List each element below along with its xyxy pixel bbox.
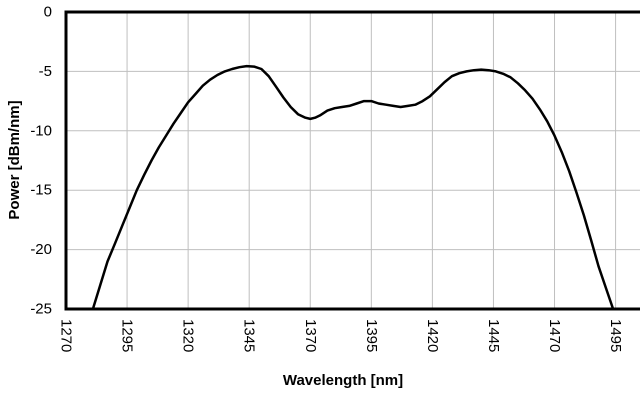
x-axis-title: Wavelength [nm] <box>283 372 403 389</box>
x-tick-labels: 1270 1295 1320 1345 1370 1395 1420 1445 1470 1495 <box>58 319 625 352</box>
y-tick-label: -15 <box>30 182 52 199</box>
grid-lines <box>66 12 640 309</box>
x-tick-label: 1445 <box>485 319 502 352</box>
series-line <box>91 64 615 311</box>
x-tick-label: 1370 <box>302 319 319 352</box>
plot-area <box>91 64 615 311</box>
x-tick-label: 1470 <box>546 319 563 352</box>
y-tick-label: -10 <box>30 122 52 139</box>
x-tick-label: 1495 <box>607 319 624 352</box>
y-tick-label: -20 <box>30 241 52 258</box>
axes <box>64 10 640 311</box>
x-tick-label: 1395 <box>363 319 380 352</box>
x-tick-label: 1270 <box>58 319 75 352</box>
x-tick-label: 1320 <box>180 319 197 352</box>
y-tick-label: -5 <box>39 63 52 80</box>
y-axis-title: Power [dBm/nm] <box>6 100 23 219</box>
x-tick-label: 1295 <box>119 319 136 352</box>
x-tick-label: 1420 <box>424 319 441 352</box>
y-tick-label: -25 <box>30 301 52 318</box>
x-tick-label: 1345 <box>241 319 258 352</box>
y-tick-labels: 0 -5 -10 -15 -20 -25 <box>30 4 52 318</box>
y-tick-label: 0 <box>44 4 52 21</box>
